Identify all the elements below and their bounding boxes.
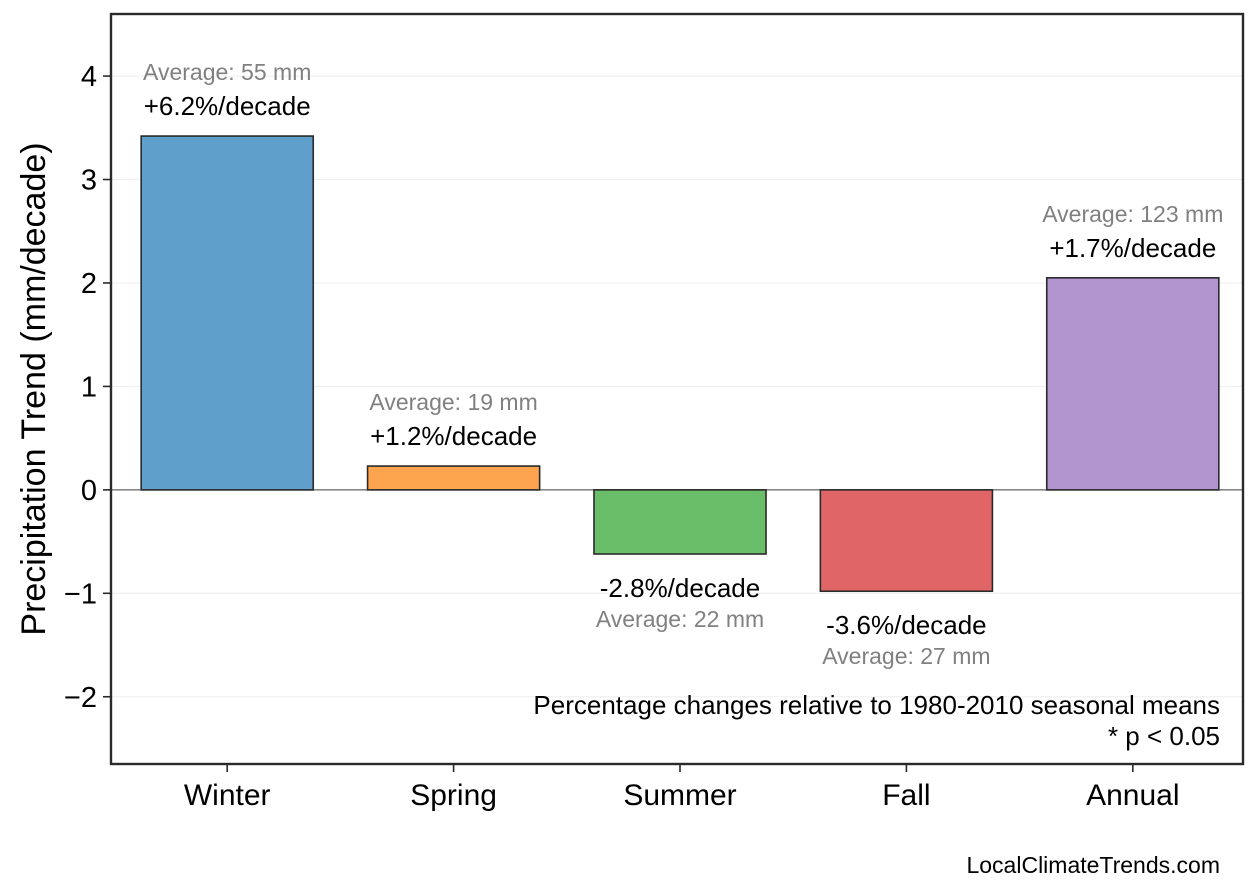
- percent-label-1: +1.2%/decade: [370, 421, 537, 451]
- y-axis-label: Precipitation Trend (mm/decade): [15, 142, 53, 635]
- bar-fall: [819, 489, 994, 593]
- y-tick-label-3: 1: [81, 371, 97, 403]
- percent-label-3: -3.6%/decade: [826, 610, 986, 640]
- y-tick-label-2: 0: [81, 475, 97, 507]
- y-tick-label-1: −1: [64, 578, 97, 610]
- x-tick-label-summer: Summer: [623, 779, 736, 812]
- y-tick-label-0: −2: [64, 682, 97, 714]
- plot-frame: [109, 12, 1245, 766]
- y-tick-label-5: 3: [81, 165, 97, 197]
- y-axis-ticks: −2 −1 0 1 2 3 4: [64, 61, 111, 714]
- percent-label-2: -2.8%/decade: [600, 573, 760, 603]
- average-label-0: Average: 55 mm: [143, 59, 311, 85]
- x-tick-label-spring: Spring: [410, 779, 497, 812]
- bar-spring: [366, 465, 541, 491]
- x-tick-label-annual: Annual: [1086, 779, 1179, 812]
- x-axis-ticks: Winter Spring Summer Fall Annual: [184, 764, 1180, 812]
- average-label-4: Average: 123 mm: [1042, 201, 1223, 227]
- y-tick-label-6: 4: [81, 61, 97, 93]
- bar-annotations: +6.2%/decade Average: 55 mm +1.2%/decade Av…: [143, 59, 1223, 669]
- average-label-3: Average: 27 mm: [822, 643, 990, 669]
- note-line-2: * p < 0.05: [1108, 721, 1220, 751]
- percent-label-0: +6.2%/decade: [144, 91, 311, 121]
- source-credit: LocalClimateTrends.com: [966, 852, 1220, 878]
- average-label-2: Average: 22 mm: [596, 606, 764, 632]
- note-line-1: Percentage changes relative to 1980-2010…: [533, 690, 1220, 720]
- x-tick-label-fall: Fall: [882, 779, 930, 812]
- percent-label-4: +1.7%/decade: [1049, 233, 1216, 263]
- bar-annual: [1045, 276, 1220, 491]
- y-tick-label-4: 2: [81, 268, 97, 300]
- bars: [140, 135, 1220, 593]
- average-label-1: Average: 19 mm: [369, 389, 537, 415]
- bar-winter: [140, 135, 315, 491]
- bar-summer: [593, 489, 767, 555]
- x-tick-label-winter: Winter: [184, 779, 271, 812]
